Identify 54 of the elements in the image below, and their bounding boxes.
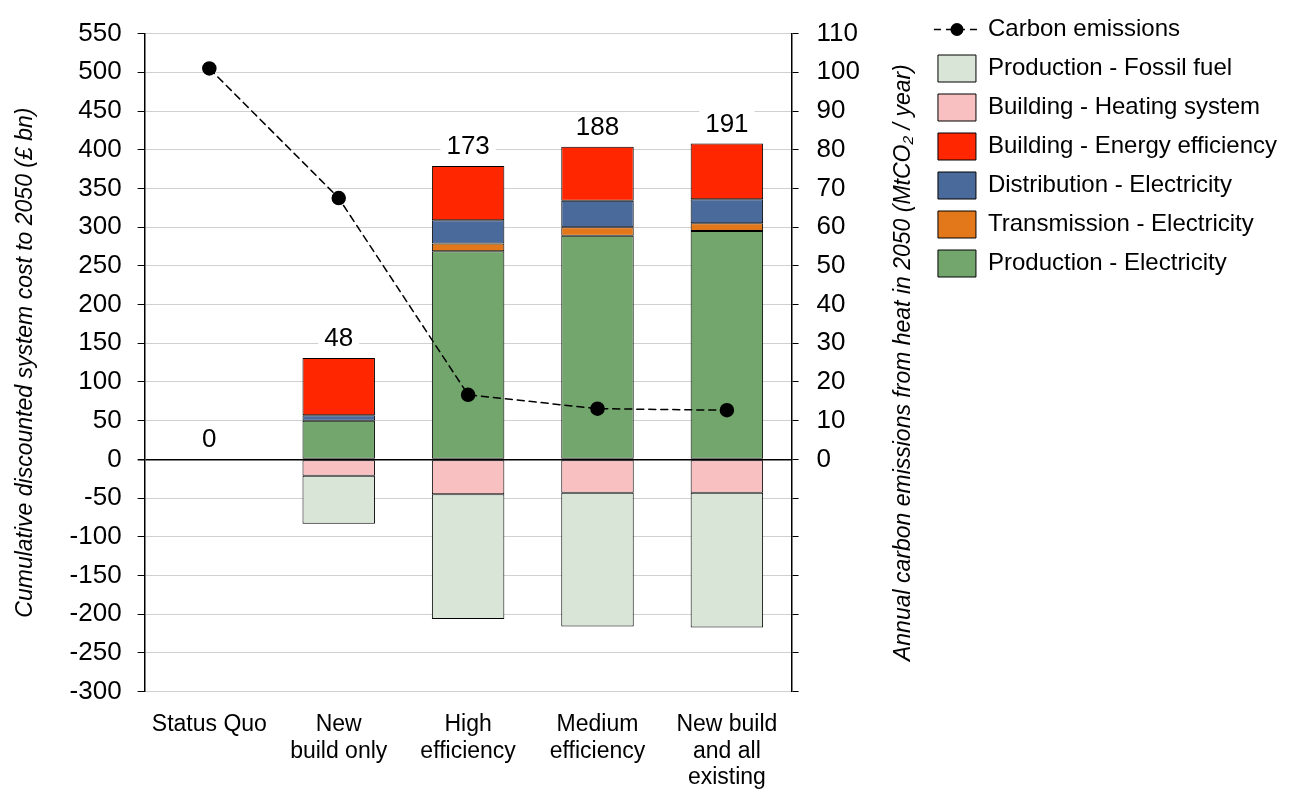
y-tick-label: 550	[78, 16, 122, 47]
legend-label: Production - Fossil fuel	[987, 53, 1233, 81]
total-label: 48	[324, 321, 354, 352]
y2-tick-label: 60	[816, 210, 846, 241]
y2-tick-label: 90	[816, 94, 846, 125]
point	[719, 402, 735, 418]
y2-tick-label: 110	[816, 16, 859, 47]
y2-tick-label: 100	[816, 55, 860, 86]
point	[460, 387, 476, 402]
legend-label: Carbon emissions	[987, 14, 1181, 42]
y2-axis-title: Annual carbon emissions from heat in 2050 (MtCO₂ / year)	[889, 64, 916, 664]
y2-tick-label: 80	[816, 132, 846, 163]
legend-label: Transmission - Electricity	[987, 209, 1254, 237]
y-axis-title: Cumulative discounted system cost to 2050 (£ bn)	[11, 107, 38, 618]
point	[202, 61, 217, 76]
legend-label: Production - Electricity	[987, 248, 1227, 276]
y-tick-label: 50	[92, 403, 122, 434]
y2-tick-label: 10	[816, 403, 846, 434]
x-tick-label: Status Quo	[151, 710, 267, 737]
y-tick-label: 350	[78, 171, 122, 202]
y2-tick-label: 70	[816, 171, 846, 202]
y2-tick-label: 30	[816, 326, 846, 357]
y2-tick-label: 50	[816, 249, 846, 280]
x-tick-label: Medium efficiency	[549, 710, 646, 763]
y-tick-label: -100	[69, 519, 122, 550]
x-tick-label: New build and all existing	[676, 710, 778, 790]
y-tick-label: 150	[78, 326, 122, 357]
y2-tick-label: 40	[816, 287, 846, 318]
x-tick-label: New build only	[290, 710, 388, 763]
total-label: 173	[446, 129, 490, 160]
y2-tick-label: 20	[816, 365, 846, 396]
legend-label: Building - Energy efficiency	[987, 131, 1277, 159]
x-tick-label: High efficiency	[420, 710, 517, 763]
y-tick-label: 300	[78, 210, 122, 241]
y-tick-label: 400	[78, 132, 122, 163]
y-tick-label: -300	[69, 674, 122, 705]
y-tick-label: -150	[69, 558, 122, 589]
point	[590, 401, 605, 416]
total-label: 0	[202, 423, 217, 454]
y-tick-label: 250	[78, 249, 122, 280]
y-tick-label: -50	[84, 481, 122, 512]
y2-tick-label: 0	[816, 442, 832, 473]
legend-label: Building - Heating system	[987, 92, 1261, 120]
y-tick-label: 500	[78, 55, 122, 86]
y-tick-label: -250	[69, 636, 122, 667]
y-tick-label: 100	[78, 365, 122, 396]
legend-label: Distribution - Electricity	[987, 170, 1233, 198]
y-tick-label: -200	[69, 597, 122, 628]
total-label: 191	[705, 107, 749, 138]
total-label: 188	[575, 110, 620, 141]
y-tick-label: 450	[78, 94, 122, 125]
y-tick-label: 0	[107, 442, 122, 473]
point	[331, 190, 346, 206]
y-tick-label: 200	[78, 287, 122, 318]
